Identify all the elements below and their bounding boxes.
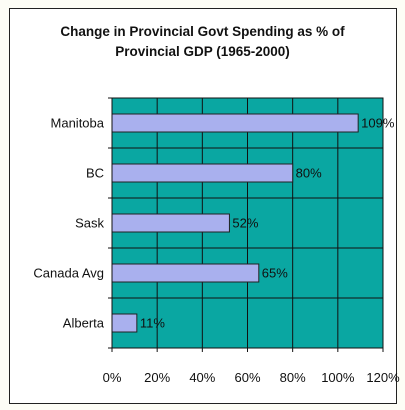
data-label: 109% <box>361 116 395 131</box>
chart-title-line-1: Change in Provincial Govt Spending as % … <box>60 24 345 39</box>
bar-manitoba <box>111 113 359 133</box>
x-tick-label: 120% <box>366 370 400 385</box>
x-tick-label: 20% <box>144 370 170 385</box>
bar-sask <box>111 213 230 233</box>
category-label: Canada Avg <box>33 266 104 281</box>
bar-alberta <box>111 313 138 333</box>
category-label: Manitoba <box>51 116 105 131</box>
x-tick-label: 80% <box>280 370 306 385</box>
x-tick-label: 0% <box>103 370 122 385</box>
data-label: 11% <box>140 316 165 331</box>
data-label: 80% <box>296 166 322 181</box>
category-label: Alberta <box>63 316 105 331</box>
data-label: 65% <box>262 266 288 281</box>
bar-canada-avg <box>111 263 260 283</box>
category-label: Sask <box>75 216 104 231</box>
plot-border <box>111 97 384 349</box>
x-tick-label: 60% <box>234 370 260 385</box>
chart-title-line-2: Provincial GDP (1965-2000) <box>115 44 290 59</box>
x-tick-label: 40% <box>189 370 215 385</box>
category-label: BC <box>86 166 104 181</box>
x-tick-label: 100% <box>321 370 355 385</box>
data-label: 52% <box>232 216 258 231</box>
bar-bc <box>111 163 294 183</box>
